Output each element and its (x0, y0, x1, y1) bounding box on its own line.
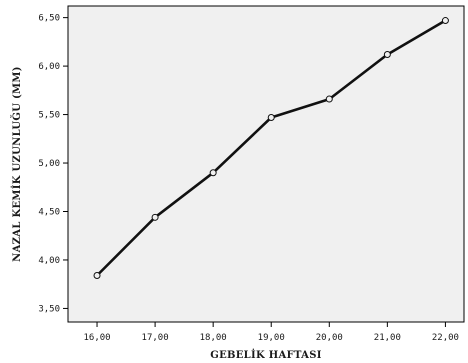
data-point (209, 169, 217, 177)
plot-area (67, 5, 465, 323)
y-tick-label: 6,50 (38, 14, 60, 24)
y-tick-label: 5,50 (38, 111, 60, 121)
y-tick-label: 3,50 (38, 304, 60, 314)
x-tick-label: 17,00 (142, 333, 169, 343)
x-axis-title: GEBELİK HAFTASI (210, 348, 321, 361)
y-axis-title: NAZAL KEMİK UZUNLUĞU (MM) (10, 66, 23, 262)
x-tick-label: 18,00 (200, 333, 227, 343)
y-tick-label: 5,00 (38, 159, 60, 169)
x-tick-label: 20,00 (316, 333, 343, 343)
data-point (325, 95, 333, 103)
x-axis: 16,00 17,00 18,00 19,00 20,00 21,00 22,00 (83, 322, 459, 343)
y-tick-label: 4,00 (38, 256, 60, 266)
x-tick-label: 21,00 (374, 333, 401, 343)
y-axis: 3,50 4,00 4,50 5,00 5,50 6,00 6,50 (38, 14, 68, 314)
x-tick-label: 16,00 (83, 333, 110, 343)
data-point (267, 113, 275, 121)
data-point (383, 50, 391, 58)
data-points (93, 17, 449, 279)
y-tick-label: 4,50 (38, 207, 60, 217)
data-point (441, 17, 449, 25)
x-tick-label: 19,00 (258, 333, 285, 343)
data-point (93, 271, 101, 279)
data-point (151, 213, 159, 221)
y-tick-label: 6,00 (38, 62, 60, 72)
x-tick-label: 22,00 (432, 333, 459, 343)
